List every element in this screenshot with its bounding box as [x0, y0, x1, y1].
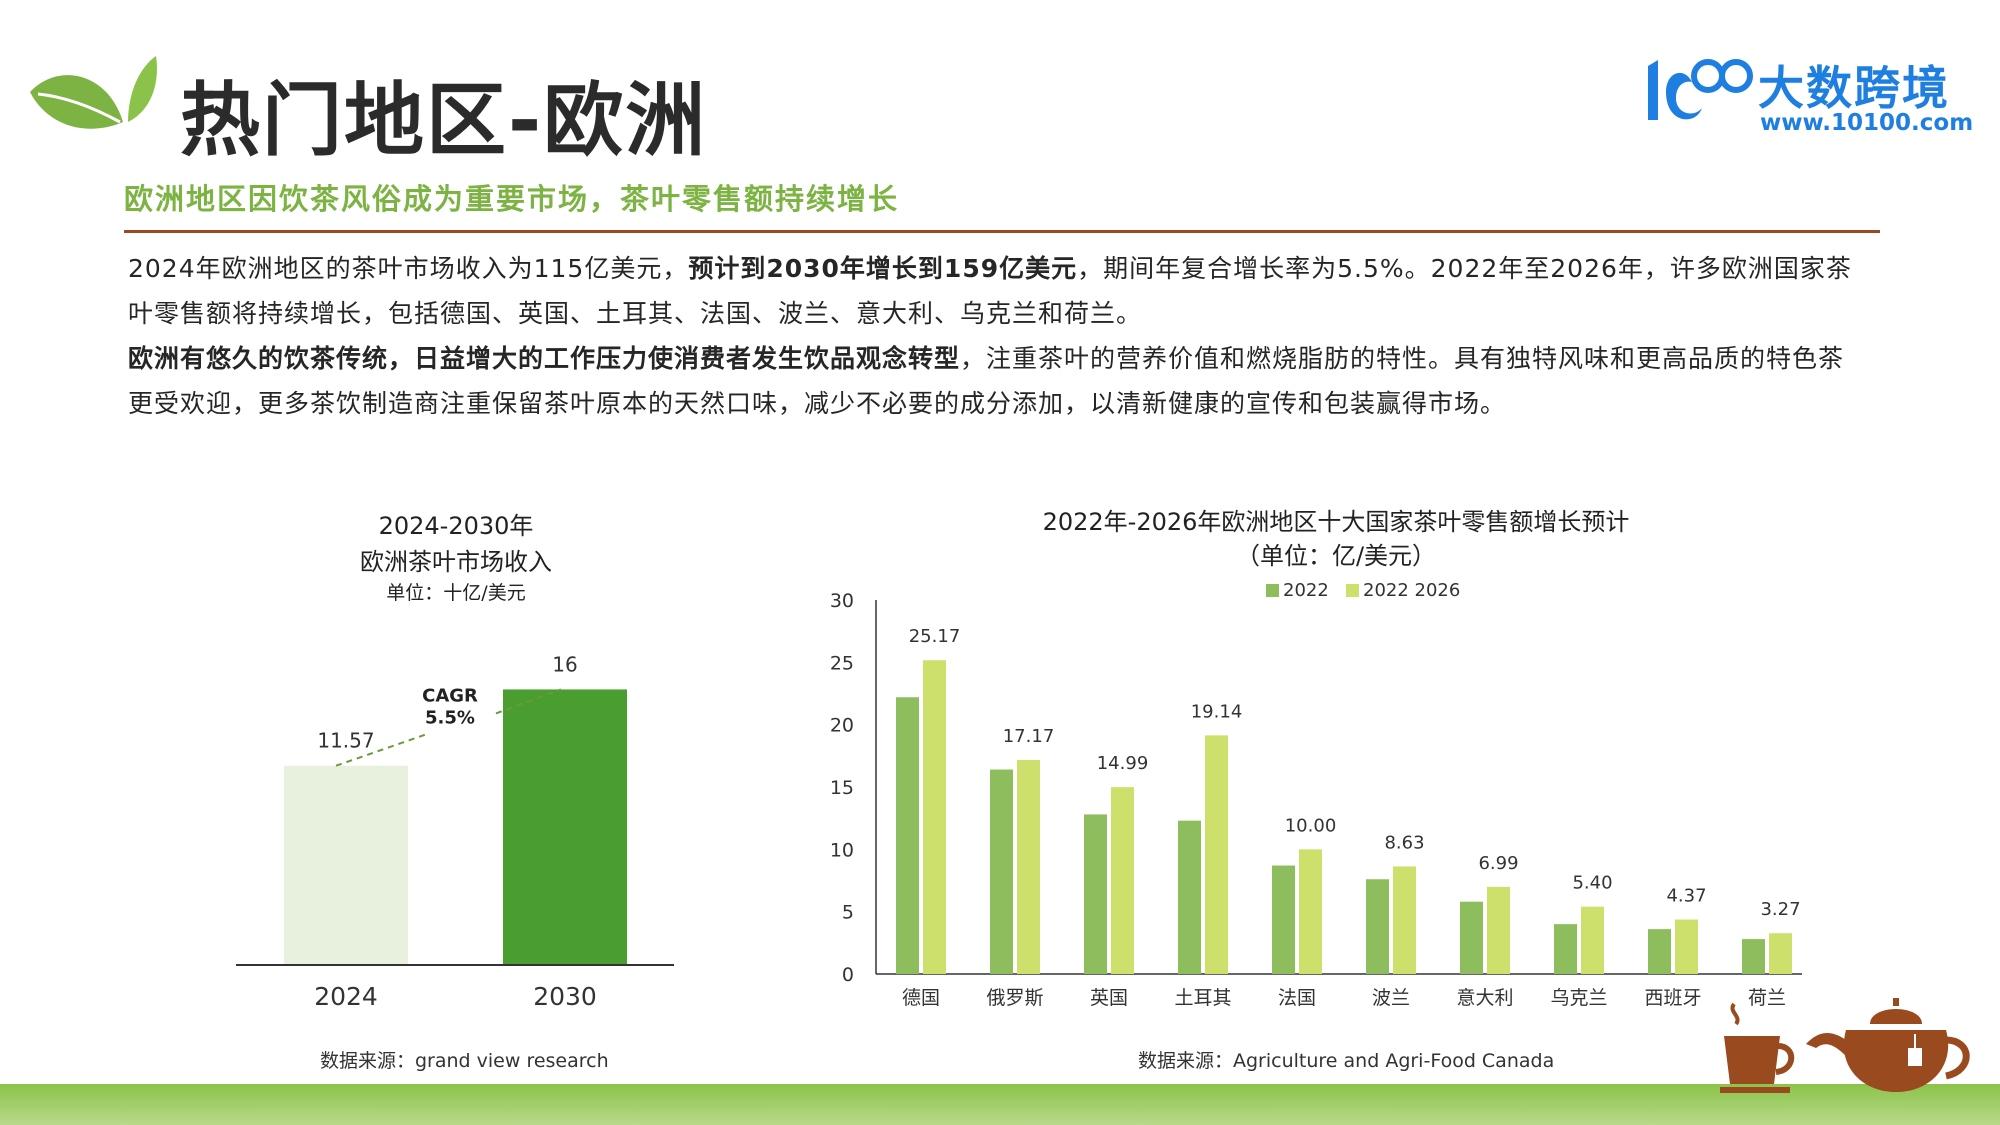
para1-text-c: ，期间年复合增长率为5.5%。2022年至2026年，许多欧洲国家茶叶零售额将持… — [128, 254, 1852, 328]
teapot-cup-icon — [1720, 998, 1970, 1093]
x-tick-法国: 法国 — [1278, 987, 1316, 1009]
bar-德国-2026 — [923, 660, 946, 974]
bar-荷兰-2022 — [1742, 939, 1765, 974]
legend-label-2022: 2022 — [1283, 580, 1329, 601]
bar-波兰-2026 — [1393, 866, 1416, 974]
y-tick-0: 0 — [842, 964, 854, 986]
bar-value-荷兰: 3.27 — [1760, 899, 1800, 920]
bar-value-俄罗斯: 17.17 — [1003, 726, 1055, 747]
bar-value-土耳其: 19.14 — [1191, 701, 1243, 722]
bar-荷兰-2026 — [1769, 933, 1792, 974]
bar-value-意大利: 6.99 — [1478, 853, 1518, 874]
y-tick-5: 5 — [842, 902, 854, 924]
bar-value-英国: 14.99 — [1097, 753, 1149, 774]
bar-乌克兰-2026 — [1581, 906, 1604, 974]
cagr-trend-line-1 — [335, 732, 429, 767]
bar-value-乌克兰: 5.40 — [1572, 873, 1612, 894]
left-bar-value-2024: 11.57 — [317, 729, 374, 753]
y-tick-15: 15 — [830, 777, 854, 799]
y-tick-20: 20 — [830, 715, 854, 737]
bar-value-德国: 25.17 — [909, 626, 961, 647]
left-chart-title-line2: 欧洲茶叶市场收入 — [360, 548, 552, 576]
bar-value-波兰: 8.63 — [1384, 832, 1424, 853]
section-subtitle: 欧洲地区因饮茶风俗成为重要市场，茶叶零售额持续增长 — [124, 182, 900, 216]
cagr-trend-line-2 — [495, 688, 562, 715]
x-tick-土耳其: 土耳其 — [1174, 987, 1231, 1009]
bar-俄罗斯-2022 — [990, 769, 1013, 974]
brand-logo-icon — [1648, 59, 1753, 120]
bar-法国-2022 — [1272, 865, 1295, 974]
left-chart-unit: 单位：十亿/美元 — [386, 582, 526, 604]
x-tick-英国: 英国 — [1090, 987, 1128, 1009]
bar-英国-2022 — [1084, 814, 1107, 974]
x-tick-西班牙: 西班牙 — [1644, 987, 1701, 1009]
bar-西班牙-2026 — [1675, 919, 1698, 974]
footer-band — [0, 1084, 2000, 1125]
right-chart-unit: （单位：亿/美元） — [1235, 542, 1437, 570]
country-retail-chart: 0 5 10 15 20 25 30 2022 2022 2026 25.17 德国 17.17 俄罗斯… — [830, 580, 1802, 1009]
x-tick-乌克兰: 乌克兰 — [1550, 987, 1607, 1009]
para1-text-a: 2024年欧洲地区的茶叶市场收入为115亿美元， — [128, 254, 689, 283]
bar-英国-2026 — [1111, 787, 1134, 974]
bar-土耳其-2022 — [1178, 820, 1201, 974]
para2-highlight: 欧洲有悠久的饮茶传统，日益增大的工作压力使消费者发生饮品观念转型 — [128, 344, 961, 373]
bar-土耳其-2026 — [1205, 735, 1228, 974]
x-tick-荷兰: 荷兰 — [1748, 987, 1786, 1009]
bar-意大利-2022 — [1460, 901, 1483, 974]
bar-俄罗斯-2026 — [1017, 759, 1040, 974]
right-chart-title: 2022年-2026年欧洲地区十大国家茶叶零售额增长预计 — [1042, 508, 1630, 536]
cagr-value: 5.5% — [425, 707, 475, 728]
left-x-tick-2024: 2024 — [314, 982, 378, 1011]
left-chart-source: 数据来源：grand view research — [320, 1050, 609, 1072]
para1-highlight: 预计到2030年增长到159亿美元 — [688, 254, 1078, 283]
x-tick-意大利: 意大利 — [1456, 987, 1513, 1009]
bar-西班牙-2022 — [1648, 929, 1671, 974]
y-tick-10: 10 — [830, 839, 854, 861]
brand-url[interactable]: www.10100.com — [1760, 110, 1974, 136]
bar-value-法国: 10.00 — [1285, 815, 1337, 836]
header-divider — [124, 230, 1880, 233]
para2-text-b: ，注重茶叶的营养价值和燃烧脂肪的特性。具有独特风味和更高品质的特色茶更受欢迎，更… — [128, 344, 1845, 418]
bar-意大利-2026 — [1487, 886, 1510, 974]
bar-波兰-2022 — [1366, 879, 1389, 974]
left-chart-title-line1: 2024-2030年 — [378, 512, 534, 540]
legend-swatch-2026 — [1346, 584, 1359, 597]
legend-label-2026: 2022 2026 — [1363, 580, 1460, 601]
right-chart-source: 数据来源：Agriculture and Agri-Food Canada — [1138, 1050, 1555, 1072]
x-tick-俄罗斯: 俄罗斯 — [986, 987, 1043, 1009]
y-tick-25: 25 — [830, 652, 854, 674]
leaf-logo-icon — [30, 56, 157, 129]
bar-value-西班牙: 4.37 — [1666, 886, 1706, 907]
legend-swatch-2022 — [1266, 584, 1279, 597]
x-tick-波兰: 波兰 — [1372, 987, 1410, 1009]
x-tick-德国: 德国 — [902, 987, 940, 1009]
bar-法国-2026 — [1299, 849, 1322, 974]
bar-乌克兰-2022 — [1554, 924, 1577, 974]
left-x-tick-2030: 2030 — [533, 982, 597, 1011]
y-tick-30: 30 — [830, 590, 854, 612]
left-bar-value-2030: 16 — [552, 652, 577, 676]
brand-name: 大数跨境 — [1758, 61, 1950, 115]
intro-paragraph: 2024年欧洲地区的茶叶市场收入为115亿美元，预计到2030年增长到159亿美… — [128, 246, 1858, 336]
trend-paragraph: 欧洲有悠久的饮茶传统，日益增大的工作压力使消费者发生饮品观念转型，注重茶叶的营养… — [128, 336, 1858, 426]
bar-德国-2022 — [896, 697, 919, 974]
page-title: 热门地区-欧洲 — [180, 74, 708, 167]
left-bar-2030 — [503, 689, 627, 965]
left-bar-2024 — [284, 765, 408, 965]
cagr-label: CAGR — [422, 685, 478, 706]
